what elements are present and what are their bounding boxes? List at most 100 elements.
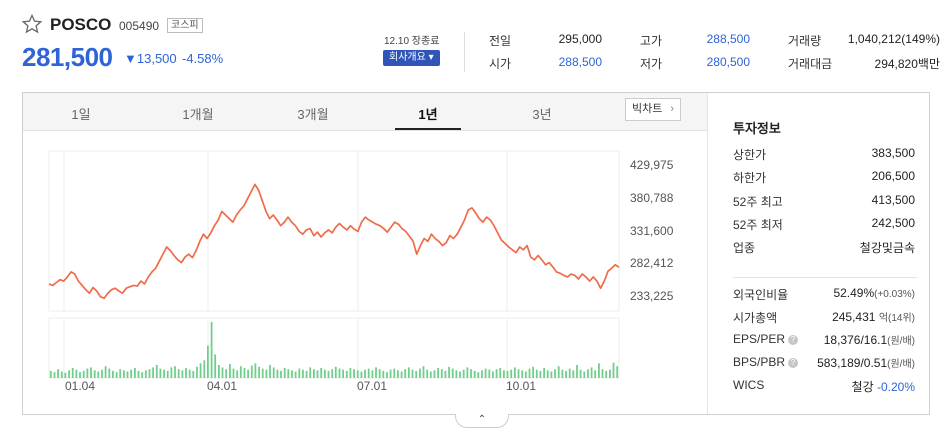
volume-bar (280, 370, 282, 378)
volume-bar (250, 365, 253, 378)
volume-bar (123, 370, 125, 378)
volume-bar (130, 369, 133, 378)
wics-label: WICS (733, 378, 765, 392)
info-divider (733, 277, 917, 278)
x-tick-label: 01.04 (65, 379, 96, 393)
volume-bar (90, 367, 92, 378)
tab-3-month[interactable]: 3개월 (297, 107, 329, 122)
amount-label: 거래대금 (788, 57, 833, 71)
help-icon[interactable]: ? (788, 335, 799, 345)
volume-bar (601, 369, 604, 378)
volume-bar (324, 369, 326, 378)
volume-bar (429, 371, 432, 378)
volume-bar (199, 363, 202, 378)
favorite-star-icon[interactable] (22, 14, 42, 34)
y-tick-label: 282,412 (630, 256, 674, 270)
volume-bar (298, 368, 301, 378)
52w-high-label: 52주 최고 (733, 195, 783, 209)
volume-plot-frame (48, 317, 620, 379)
x-tick-label: 04.01 (207, 379, 238, 393)
tab-1-month[interactable]: 1개월 (182, 107, 214, 122)
volume-bar (612, 362, 615, 378)
volume-bar (342, 369, 344, 378)
volume-bar (590, 367, 593, 378)
volume-bar (404, 369, 407, 378)
volume-bar (557, 366, 560, 378)
price-line (48, 183, 620, 300)
volume-bar (514, 367, 516, 378)
volume-bar (170, 367, 173, 378)
price-chart[interactable] (23, 131, 707, 381)
big-chart-button[interactable]: 빅차트 › (625, 98, 681, 121)
volume-bar (291, 370, 293, 378)
collapse-button[interactable]: ⌃ (455, 414, 509, 428)
volume-bar (254, 363, 257, 378)
volume-bar (71, 368, 74, 378)
tab-1-day[interactable]: 1일 (71, 107, 91, 122)
volume-bar (426, 369, 429, 378)
volume-bar (93, 370, 96, 378)
volume-bar (459, 371, 461, 378)
volume-bar (68, 370, 70, 378)
lower-limit-value: 206,500 (871, 169, 915, 183)
volume-bar (196, 366, 198, 378)
big-chart-label: 빅차트 (632, 103, 663, 115)
eps-per-label: EPS/PER? (733, 332, 799, 346)
foreign-ratio-label: 외국인비율 (733, 288, 789, 302)
volume-bar (616, 366, 619, 378)
company-overview-button[interactable]: 회사개요 ▾ (383, 50, 440, 66)
volume-bar (397, 370, 399, 378)
open-label: 시가 (489, 57, 512, 71)
market-cap-value: 245,431 억(14위) (832, 310, 915, 324)
volume-bar (561, 369, 564, 378)
volume-bar (579, 369, 582, 378)
volume-bar (265, 369, 268, 378)
52w-low-label: 52주 최저 (733, 218, 783, 232)
volume-bar (331, 369, 334, 378)
volume-bar (576, 365, 578, 378)
volume-bar (539, 370, 542, 378)
volume-bar (148, 369, 151, 378)
volume-bar (506, 370, 509, 378)
volume-value: 1,040,212(149%) (847, 32, 940, 46)
volume-bar (382, 370, 385, 378)
volume-bar (444, 370, 447, 378)
volume-bar (104, 366, 107, 378)
volume-bar (82, 370, 85, 378)
price-plot-frame (48, 150, 620, 312)
open-value: 288,500 (558, 55, 602, 69)
volume-bar (572, 370, 575, 378)
volume-bar (386, 372, 388, 378)
y-tick-label: 233,225 (630, 289, 674, 303)
tab-1-year[interactable]: 1년 (418, 107, 438, 122)
price-change: ▼13,500 (124, 51, 177, 66)
help-icon[interactable]: ? (788, 358, 799, 368)
volume-bar (287, 369, 290, 378)
volume-bar (294, 371, 297, 378)
volume-bar (389, 369, 392, 378)
y-tick-label: 429,975 (630, 158, 674, 172)
volume-bar (305, 370, 308, 378)
volume-bar (554, 369, 556, 378)
volume-bar (75, 369, 78, 378)
stock-header: POSCO 005490 코스피 281,500 ▼13,500 -4.58% … (0, 0, 952, 92)
market-cap-label: 시가총액 (733, 311, 778, 325)
volume-bar (214, 354, 217, 378)
chevron-right-icon: › (670, 103, 674, 115)
volume-bar (269, 365, 271, 378)
amount-value: 294,820백만 (874, 57, 940, 71)
volume-bar (163, 369, 165, 378)
volume-bar (181, 370, 184, 378)
volume-bar (587, 369, 589, 378)
current-price: 281,500 (22, 42, 113, 72)
volume-bar (115, 372, 118, 378)
volume-bar (495, 369, 498, 378)
volume-bar (101, 369, 103, 378)
volume-bar (53, 372, 56, 378)
tab-3-year[interactable]: 3년 (532, 107, 552, 122)
sector-value[interactable]: 철강및금속 (859, 241, 915, 255)
volume-bar (605, 370, 608, 378)
active-tab-underline (395, 128, 461, 130)
wics-value[interactable]: 철강 -0.20% (851, 380, 915, 394)
volume-bar (440, 369, 443, 378)
